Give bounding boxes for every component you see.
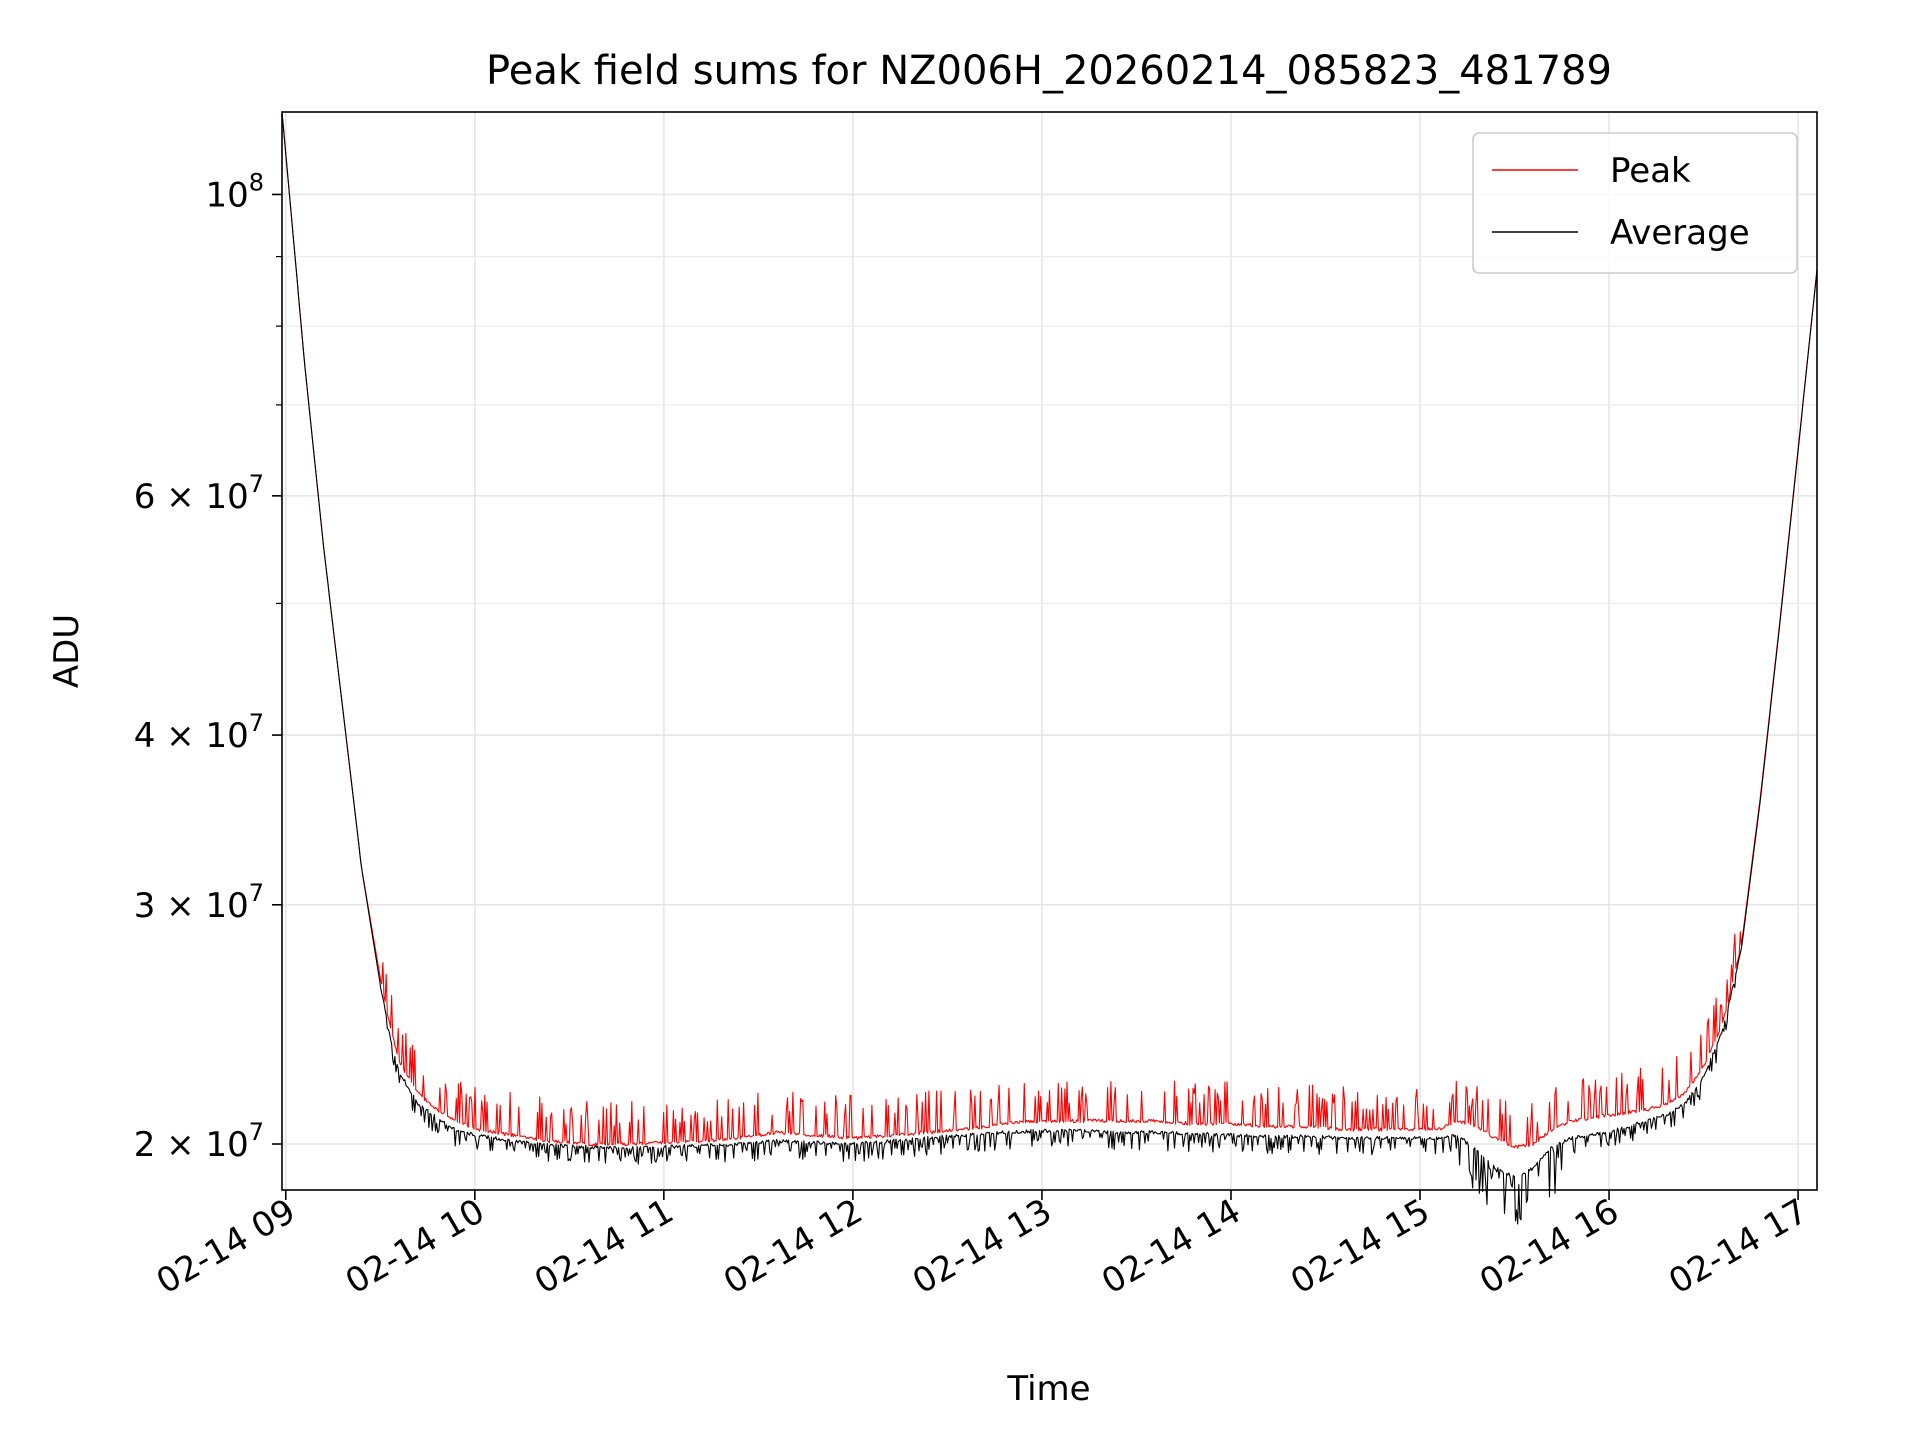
y-tick-label: 2 × 107	[134, 1118, 264, 1165]
grid	[282, 112, 1817, 1190]
series-line-peak	[281, 111, 1818, 1149]
y-tick-times: × 10	[155, 716, 248, 756]
plot-frame	[281, 111, 1818, 1191]
y-axis-label: ADU	[47, 614, 87, 688]
series-layer	[281, 111, 1818, 1225]
y-tick-exponent: 7	[249, 879, 264, 907]
x-axis-label: Time	[1006, 1369, 1090, 1409]
chart-title: Peak field sums for NZ006H_20260214_0858…	[486, 48, 1612, 94]
y-tick-times: × 10	[155, 1125, 248, 1165]
y-tick-label: 4 × 107	[134, 709, 264, 756]
y-tick-mantissa: 3	[134, 886, 156, 926]
y-tick-mantissa: 4	[134, 716, 156, 756]
y-tick-label: 3 × 107	[134, 879, 264, 926]
y-tick-label: 108	[205, 168, 264, 215]
series-line-average	[281, 111, 1818, 1225]
legend-average-label: Average	[1610, 213, 1750, 253]
legend-box	[1472, 132, 1798, 274]
legend-peak-label: Peak	[1610, 151, 1691, 191]
y-tick-exponent: 8	[249, 168, 264, 196]
y-tick-times: × 10	[155, 477, 248, 517]
y-tick-mantissa: 6	[134, 477, 156, 517]
y-tick-base: 10	[205, 175, 248, 215]
plot-area	[282, 112, 1817, 1190]
y-tick-times: × 10	[155, 886, 248, 926]
y-tick-exponent: 7	[249, 470, 264, 498]
y-tick-exponent: 7	[249, 1118, 264, 1146]
legend: Peak Average	[1472, 132, 1798, 274]
y-tick-mantissa: 2	[134, 1125, 156, 1165]
y-tick-exponent: 7	[249, 709, 264, 737]
y-tick-label: 6 × 107	[134, 470, 264, 517]
